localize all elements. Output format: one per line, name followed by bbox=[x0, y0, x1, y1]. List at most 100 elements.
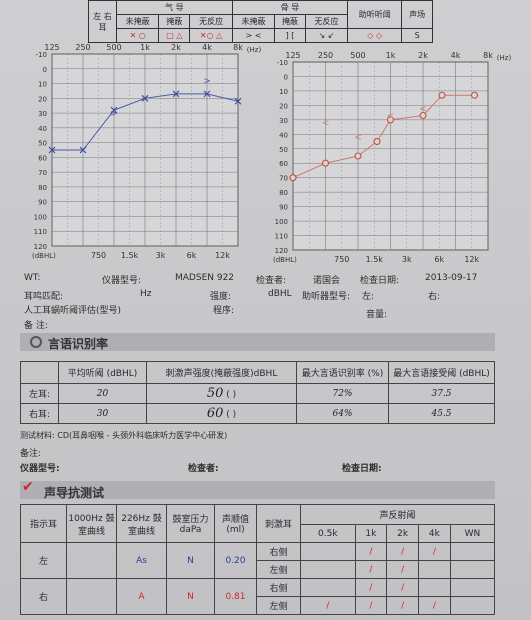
imp-header-stim-ear: 刺激耳 bbox=[256, 504, 301, 543]
left-ear-point bbox=[203, 90, 211, 98]
left-ear-point bbox=[234, 97, 242, 105]
right-ear-point bbox=[386, 116, 395, 124]
imp-reflex-title: 声反射阈 bbox=[300, 504, 495, 525]
speech-left-stim: 50 bbox=[206, 386, 224, 401]
db-tick-label: 100 bbox=[34, 213, 47, 221]
legend-air-noresp-symbol: ✕○ △ bbox=[189, 28, 233, 43]
db-tick-label: 40 bbox=[38, 125, 47, 133]
right-ear-line bbox=[292, 94, 475, 179]
left-ear-point bbox=[172, 90, 180, 98]
right-bone-point: < bbox=[322, 119, 330, 129]
db-tick-label: 90 bbox=[279, 204, 288, 212]
speech-left-rate: 72% bbox=[296, 383, 389, 404]
freq-tick-label: 500 bbox=[350, 51, 365, 60]
reflex-mark: / bbox=[354, 560, 388, 579]
db-tick-label: 20 bbox=[38, 95, 47, 103]
hz-unit-label: (Hz) bbox=[497, 54, 512, 62]
speech-right-avg: 30 bbox=[58, 403, 147, 424]
hz-unit-label: (Hz) bbox=[247, 46, 262, 54]
legend-aided: 助听听阈 bbox=[347, 0, 403, 29]
db-tick-label: 60 bbox=[38, 154, 47, 162]
speech-left-mask: ( ) bbox=[226, 390, 237, 400]
imp-left-c226: As bbox=[116, 542, 167, 579]
db-tick-label: -10 bbox=[277, 59, 288, 67]
freq-tick-label: 250 bbox=[75, 43, 90, 52]
reflex-mark: / bbox=[386, 596, 420, 615]
freq-tick-label: 8k bbox=[483, 51, 493, 60]
db-tick-label: 110 bbox=[275, 233, 288, 241]
imp-header-compliance: 声顺值 (ml) bbox=[214, 504, 257, 543]
left-ear-point bbox=[79, 146, 87, 154]
db-tick-label: 50 bbox=[38, 140, 47, 148]
hearing-aid-right: 右: bbox=[428, 292, 441, 302]
circle-icon bbox=[30, 336, 42, 348]
left-ear-point bbox=[141, 94, 149, 102]
legend-field-symbol: S bbox=[401, 28, 433, 43]
table-row: 右 A N 0.81 右侧 / / bbox=[20, 578, 496, 615]
imp-header-ear: 指示耳 bbox=[20, 504, 67, 543]
db-tick-label: 30 bbox=[279, 117, 288, 125]
speech-right-stim: 60 bbox=[206, 406, 224, 421]
left-ear-point bbox=[110, 106, 118, 114]
right-bone-point: < bbox=[387, 112, 395, 122]
freq-tick-label: 3k bbox=[402, 255, 412, 264]
legend-bone-unmasked-symbol: > < bbox=[231, 28, 276, 43]
right-ear-point bbox=[373, 137, 381, 146]
speech-header-avg: 平均听阈 (dBHL) bbox=[58, 361, 147, 384]
reflex-mark: / bbox=[354, 542, 388, 561]
db-tick-label: 60 bbox=[279, 160, 288, 168]
imp-left-c1000 bbox=[66, 542, 117, 579]
left-ear-point bbox=[48, 146, 56, 154]
remark-label: 备 注: bbox=[24, 321, 48, 331]
freq-tick-label: 1.5k bbox=[366, 255, 384, 264]
speech-examiner-label: 检查者: bbox=[188, 464, 219, 474]
reflex-mark: / bbox=[386, 578, 420, 597]
db-tick-label: 100 bbox=[275, 218, 288, 226]
db-tick-label: 70 bbox=[279, 175, 288, 183]
impedance-table: 指示耳 1000Hz 鼓室曲线 226Hz 鼓室曲线 鼓室压力 daPa 声顺值… bbox=[20, 504, 496, 615]
freq-tick-label: 1k bbox=[140, 43, 150, 52]
db-tick-label: 20 bbox=[279, 102, 288, 110]
checkmark-icon: ✔ bbox=[22, 479, 34, 495]
db-tick-label: 70 bbox=[38, 169, 47, 177]
symbol-legend: 左 右耳 气 导 骨 导 助听听阈 声场 未掩蔽 掩蔽 无反应 未掩蔽 掩蔽 无… bbox=[88, 0, 433, 43]
imp-right-c1000 bbox=[66, 578, 117, 615]
speech-ear-right: 右耳: bbox=[20, 403, 59, 424]
speech-left-avg: 20 bbox=[58, 383, 147, 404]
freq-tick-label: 125 bbox=[285, 51, 300, 60]
imp-right-pressure: N bbox=[166, 578, 215, 615]
legend-bone-title: 骨 导 bbox=[231, 0, 349, 15]
db-unit-label: (dBHL) bbox=[32, 252, 56, 260]
hearing-aid-left: 左: bbox=[362, 292, 375, 302]
imp-right-side-left: 左侧 bbox=[256, 596, 301, 615]
legend-air-unmasked-symbol: ✕ ○ bbox=[115, 28, 160, 43]
reflex-mark: / bbox=[386, 542, 420, 561]
legend-air-title: 气 导 bbox=[116, 0, 233, 15]
right-ear-point bbox=[470, 91, 479, 99]
examiner-value: 诺国会 bbox=[313, 276, 341, 286]
intensity-label: 强度: bbox=[210, 292, 232, 302]
hearing-aid-label: 助听器型号: bbox=[302, 292, 351, 302]
right-bone-point: < bbox=[419, 104, 427, 114]
right-ear-point bbox=[289, 174, 297, 182]
table-row: 左耳: 20 50 ( ) 72% 37.5 bbox=[20, 383, 495, 404]
freq-tick-label: 4k bbox=[202, 43, 212, 52]
speech-date-label: 检查日期: bbox=[342, 464, 382, 474]
freq-tick-label: 500 bbox=[106, 43, 121, 52]
imp-left-side-right: 右侧 bbox=[256, 542, 301, 561]
imp-freq-1k: 1k bbox=[354, 524, 388, 543]
speech-title: 言语识别率 bbox=[48, 337, 109, 351]
right-ear-point bbox=[419, 111, 427, 120]
table-row: 左侧 / / bbox=[21, 560, 496, 579]
speech-right-mask: ( ) bbox=[226, 410, 237, 420]
db-tick-label: 30 bbox=[38, 110, 47, 118]
legend-bone-masked: 掩蔽 bbox=[274, 14, 306, 29]
legend-air-noresp: 无反应 bbox=[189, 14, 233, 29]
program-label: 程序: bbox=[213, 306, 235, 316]
legend-aided-symbol: ◇ ◇ bbox=[347, 28, 403, 43]
db-tick-label: 10 bbox=[38, 81, 47, 89]
speech-remark: 备注: bbox=[20, 449, 42, 459]
imp-left-side-left: 左侧 bbox=[256, 560, 301, 579]
imp-header-226: 226Hz 鼓室曲线 bbox=[116, 504, 167, 543]
speech-device-label: 仪器型号: bbox=[20, 464, 60, 474]
